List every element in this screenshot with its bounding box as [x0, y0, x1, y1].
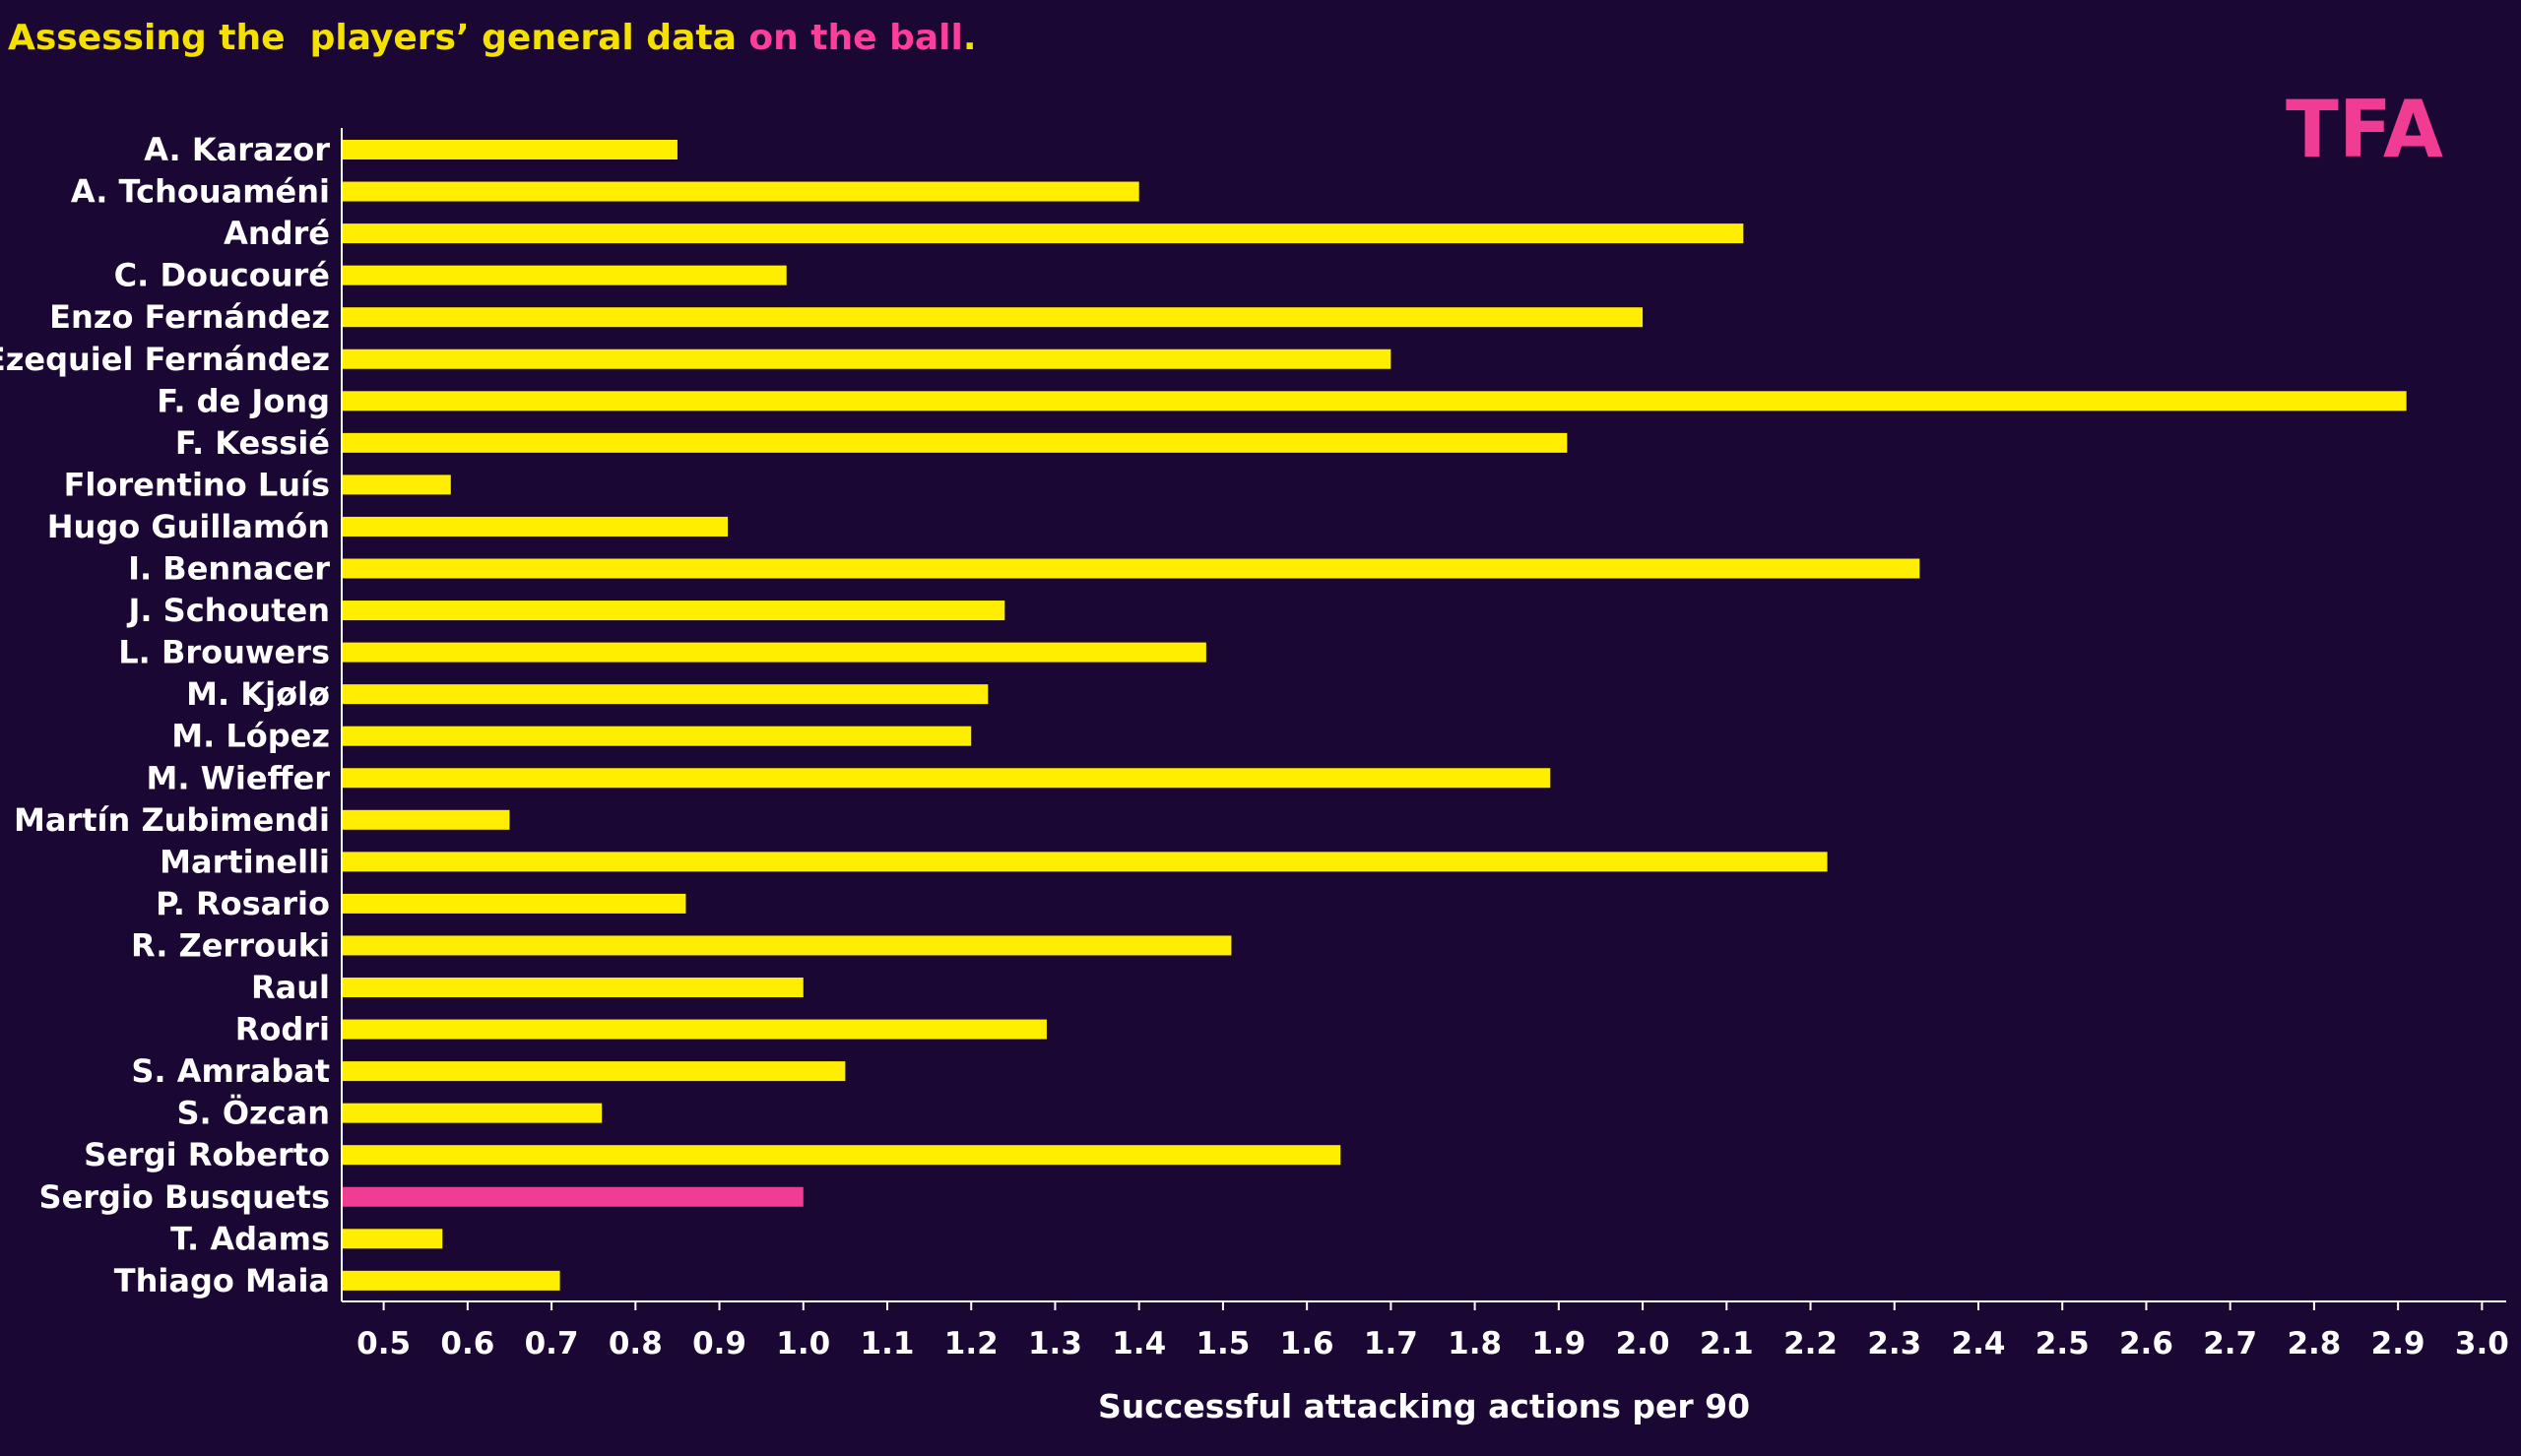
y-tick-label: Thiago Maia: [114, 1262, 330, 1299]
x-tick-label: 1.1: [861, 1326, 915, 1361]
y-tick-label: L. Brouwers: [118, 634, 330, 671]
x-tick-label: 2.2: [1783, 1326, 1838, 1361]
y-tick-label: Sergio Busquets: [39, 1178, 330, 1216]
bar-12: [342, 642, 1206, 663]
y-tick-label: S. Özcan: [176, 1095, 330, 1132]
tfa-logo: TFA: [2286, 85, 2443, 169]
x-tick-label: 2.4: [1952, 1326, 2006, 1361]
x-axis-label: Successful attacking actions per 90: [1098, 1387, 1750, 1425]
x-tick-label: 2.6: [2119, 1326, 2173, 1361]
x-tick-label: 3.0: [2455, 1326, 2509, 1361]
x-tick-label: 1.8: [1448, 1326, 1502, 1361]
bar-0: [342, 140, 678, 159]
y-tick-label: F. Kessié: [175, 424, 330, 462]
bar-26: [342, 1229, 443, 1249]
y-tick-label: M. Wieffer: [146, 759, 330, 796]
bar-25: [342, 1186, 804, 1207]
x-tick-label: 2.3: [1867, 1326, 1921, 1361]
y-tick-label: Enzo Fernández: [49, 298, 330, 336]
bar-24: [342, 1145, 1341, 1166]
x-tick-label: 0.8: [609, 1326, 663, 1361]
bar-2: [342, 223, 1744, 244]
x-tick-label: 1.0: [776, 1326, 830, 1361]
x-tick-label: 1.6: [1280, 1326, 1334, 1361]
bar-18: [342, 893, 686, 914]
y-tick-label: Hugo Guillamón: [47, 508, 330, 545]
x-tick-label: 0.6: [440, 1326, 494, 1361]
bar-1: [342, 181, 1139, 202]
x-tick-label: 2.1: [1700, 1326, 1754, 1361]
y-tick-label: P. Rosario: [156, 885, 330, 922]
bar-3: [342, 265, 787, 285]
y-tick-label: Martín Zubimendi: [14, 801, 330, 839]
y-tick-label: Sergi Roberto: [84, 1136, 330, 1173]
x-tick-label: 1.2: [944, 1326, 999, 1361]
y-tick-label: T. Adams: [170, 1220, 330, 1257]
bar-17: [342, 852, 1828, 872]
bar-20: [342, 978, 804, 997]
bar-6: [342, 391, 2407, 411]
bar-9: [342, 516, 729, 537]
x-tick-label: 2.0: [1616, 1326, 1670, 1361]
x-tick-label: 2.9: [2371, 1326, 2425, 1361]
bar-15: [342, 768, 1551, 789]
bar-14: [342, 726, 972, 746]
bar-10: [342, 558, 1920, 579]
tfa-logo-text: TFA: [2286, 85, 2443, 169]
bar-13: [342, 684, 989, 705]
y-tick-label: M. López: [171, 718, 330, 755]
x-tick-label: 1.7: [1364, 1326, 1418, 1361]
bar-23: [342, 1103, 603, 1123]
y-tick-label: S. Amrabat: [131, 1052, 330, 1090]
x-tick-label: 2.5: [2036, 1326, 2090, 1361]
x-tick-label: 1.9: [1531, 1326, 1585, 1361]
y-tick-label: A. Tchouaméni: [71, 173, 330, 211]
bar-8: [342, 475, 451, 495]
y-tick-label: André: [224, 215, 330, 252]
bar-7: [342, 432, 1568, 453]
x-tick-label: 0.5: [356, 1326, 411, 1361]
y-tick-label: Raul: [251, 969, 330, 1006]
y-tick-label: F. de Jong: [157, 382, 330, 419]
y-tick-label: Florentino Luís: [64, 466, 330, 503]
bar-4: [342, 307, 1644, 328]
bar-27: [342, 1270, 560, 1291]
chart-title: Assessing the players’ general data on t…: [8, 18, 977, 58]
x-axis-ticks: 0.5 0.6 0.7 0.8 0.9 1.0 1.1 1.2 1.3 1.4 1.5 1.6 1.7 1…: [356, 1301, 2509, 1361]
x-tick-label: 2.7: [2203, 1326, 2257, 1361]
x-tick-label: 0.9: [692, 1326, 746, 1361]
y-tick-label: Martinelli: [160, 843, 330, 880]
y-tick-label: J. Schouten: [126, 592, 330, 629]
bar-22: [342, 1061, 846, 1082]
y-tick-label: M. Kjølø: [186, 675, 330, 713]
title-part-accent: on the ball: [748, 18, 963, 58]
bars-layer: [342, 140, 2407, 1291]
x-tick-label: 1.5: [1196, 1326, 1250, 1361]
y-axis-labels: A. Karazor A. Tchouaméni André C. Doucouré E…: [0, 131, 330, 1299]
title-part-end: .: [962, 18, 977, 58]
bar-11: [342, 601, 1005, 621]
y-tick-label: I. Bennacer: [128, 550, 330, 588]
y-tick-label: Rodri: [235, 1011, 330, 1048]
bar-21: [342, 1019, 1047, 1040]
x-tick-label: 2.8: [2287, 1326, 2341, 1361]
y-tick-label: R. Zerrouki: [131, 926, 330, 964]
y-tick-label: Ezequiel Fernández: [0, 341, 330, 378]
bar-16: [342, 809, 510, 830]
bar-19: [342, 935, 1232, 956]
x-tick-label: 0.7: [525, 1326, 579, 1361]
bar-5: [342, 348, 1391, 369]
x-tick-label: 1.3: [1028, 1326, 1082, 1361]
x-tick-label: 1.4: [1112, 1326, 1166, 1361]
title-part-main: Assessing the players’ general data: [8, 18, 749, 58]
y-tick-label: C. Doucouré: [114, 257, 330, 294]
y-tick-label: A. Karazor: [144, 131, 330, 168]
